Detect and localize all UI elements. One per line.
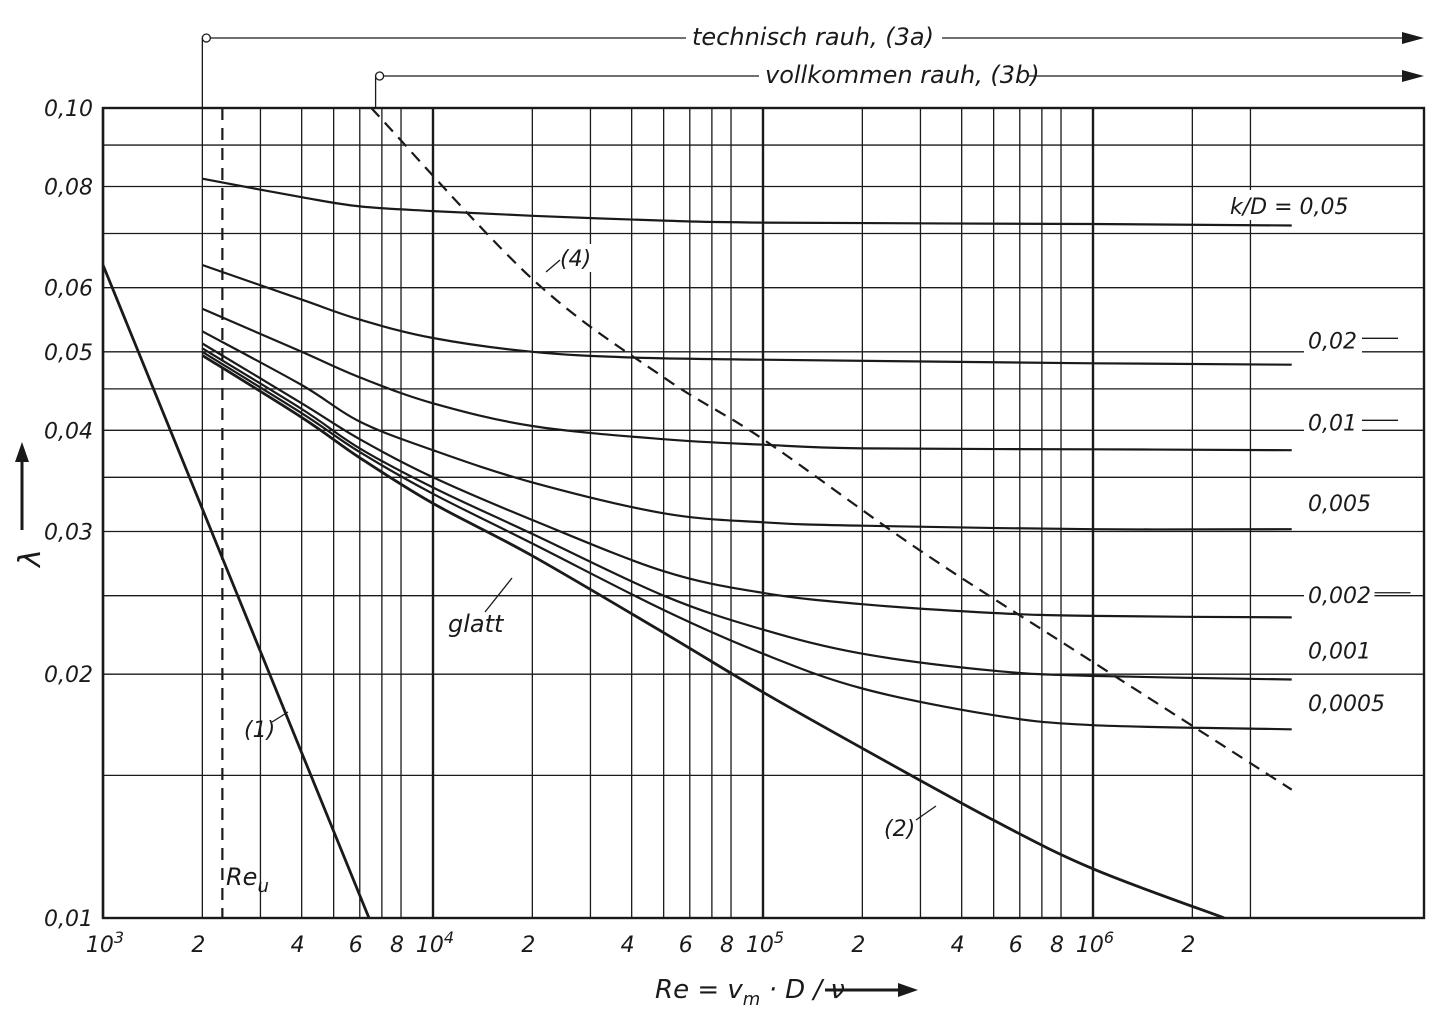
series-label-bg <box>1304 687 1387 718</box>
x-tick-label: 8 <box>1050 933 1064 958</box>
x-tick-label: 8 <box>390 933 404 958</box>
series-label-bg <box>1304 578 1375 609</box>
range-technisch-rauh-label: technisch rauh, (3a) <box>692 23 934 51</box>
x-tick-label: 6 <box>679 933 693 958</box>
annotation-4: (4) <box>560 247 591 272</box>
series-line-3 <box>201 330 1292 531</box>
x-tick-label: 4 <box>951 933 965 958</box>
y-axis-arrowhead <box>15 442 29 462</box>
series-label: 0,002 <box>1308 584 1371 609</box>
y-tick-label: 0,08 <box>44 175 93 200</box>
series-label: 0,01 <box>1308 411 1357 436</box>
series-line-9 <box>370 107 1293 791</box>
annotation-4-leader <box>545 259 561 273</box>
x-tick-label: 4 <box>621 933 635 958</box>
series-label: 0,0005 <box>1308 692 1385 717</box>
range-technisch-rauh-start <box>201 33 211 43</box>
x-tick-label: 104 <box>416 928 454 958</box>
series-line-5 <box>201 347 1292 681</box>
x-tick-label: 106 <box>1076 928 1114 958</box>
series-line-6 <box>201 350 1292 731</box>
annotation-glatt: glatt <box>448 610 505 638</box>
y-tick-label: 0,06 <box>44 277 93 302</box>
series-line-0 <box>202 177 1292 227</box>
range-vollkommen-rauh-start <box>374 71 385 81</box>
x-tick-label: 4 <box>291 933 305 958</box>
x-tick-label: 105 <box>746 928 784 958</box>
x-axis-arrowhead <box>898 983 918 997</box>
x-tick-label: 103 <box>86 928 124 958</box>
y-tick-label: 0,10 <box>44 97 93 122</box>
series-label: k/D = 0,05 <box>1230 195 1349 220</box>
x-tick-label: 6 <box>349 933 363 958</box>
x-tick-label: 2 <box>191 933 205 958</box>
y-tick-label: 0,01 <box>44 907 93 932</box>
y-tick-label: 0,02 <box>44 663 93 688</box>
x-tick-label: 6 <box>1009 933 1023 958</box>
range-vollkommen-rauh-label: vollkommen rauh, (3b) <box>765 61 1040 89</box>
series-label: 0,001 <box>1308 640 1371 665</box>
y-tick-label: 0,04 <box>44 419 93 444</box>
series-label-bg <box>1304 634 1375 665</box>
annotation-2: (2) <box>884 817 915 842</box>
x-tick-label: 2 <box>851 933 865 958</box>
series-line-8 <box>101 264 371 919</box>
series-label: 0,005 <box>1308 492 1371 517</box>
series-line-4 <box>201 342 1292 619</box>
annotation-glatt-leader <box>484 577 513 613</box>
annotation-2-leader <box>915 805 937 821</box>
annotation-1: (1) <box>244 718 275 743</box>
range-technisch-rauh-arrowhead <box>1402 32 1424 44</box>
range-technisch-rauh-label-bg <box>686 18 942 50</box>
series-line-2 <box>201 307 1292 452</box>
series-label-bg <box>1304 487 1375 518</box>
annotation-re-u: Reu <box>226 863 269 897</box>
y-tick-label: 0,05 <box>44 341 93 366</box>
x-tick-label: 8 <box>720 933 734 958</box>
series-label-bg <box>1304 406 1362 437</box>
series-label-bg <box>1304 324 1362 355</box>
x-axis-label: Re = vm · D / ν <box>655 975 845 1010</box>
series-label-bg <box>1226 189 1359 220</box>
series-line-1 <box>201 263 1292 366</box>
range-vollkommen-rauh-label-bg <box>759 56 1028 88</box>
x-tick-label: 2 <box>1181 933 1195 958</box>
series-line-7 <box>201 354 1225 920</box>
y-axis-label: λ <box>13 549 48 569</box>
x-tick-label: 2 <box>521 933 535 958</box>
series-label: 0,02 <box>1308 329 1357 354</box>
y-tick-label: 0,03 <box>44 521 93 546</box>
annotation-4-bg <box>558 244 598 272</box>
range-vollkommen-rauh-arrowhead <box>1402 70 1424 82</box>
annotation-1-leader <box>271 711 289 723</box>
